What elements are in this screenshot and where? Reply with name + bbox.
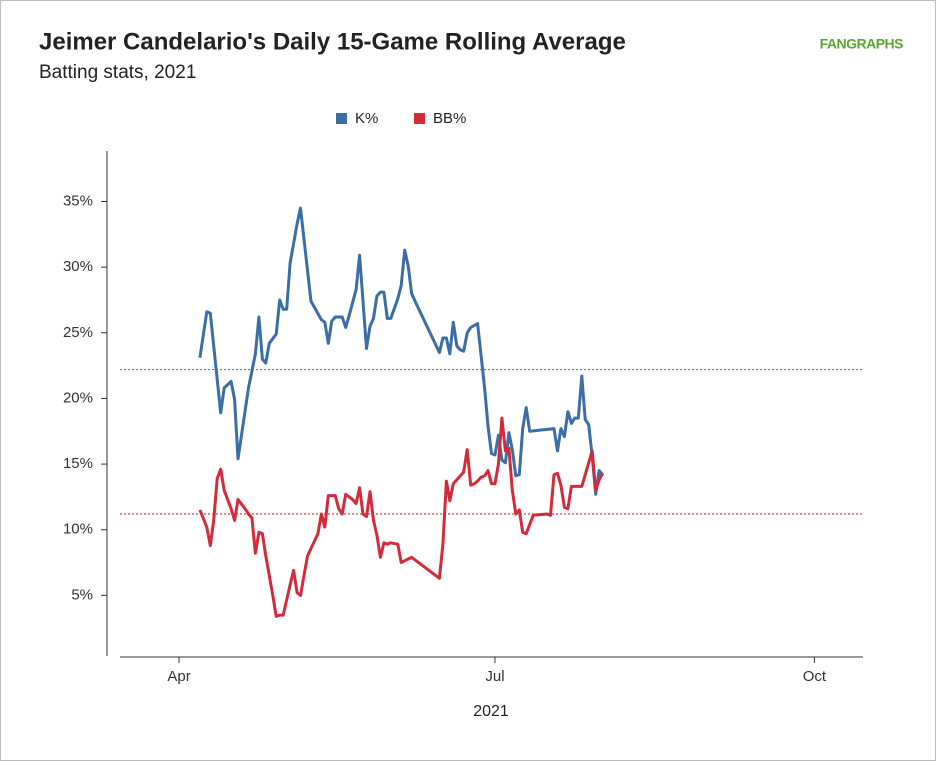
legend-swatch (414, 113, 425, 124)
y-tick-label: 35% (63, 192, 93, 209)
brand-logo: FANGRAPHS (820, 36, 904, 52)
legend-label: BB% (433, 110, 466, 127)
x-tick-label: Oct (803, 668, 827, 685)
y-tick-label: 10% (63, 521, 93, 538)
x-tick-label: Apr (167, 668, 190, 685)
legend-swatch (336, 113, 347, 124)
y-tick-label: 25% (63, 324, 93, 341)
series-line (198, 416, 604, 618)
series-line (198, 206, 604, 496)
chart-subtitle: Batting stats, 2021 (39, 62, 196, 83)
y-tick-label: 5% (71, 586, 93, 603)
legend-label: K% (355, 110, 378, 127)
x-axis-label: 2021 (473, 703, 509, 720)
x-tick-label: Jul (485, 668, 504, 685)
y-tick-label: 30% (63, 258, 93, 275)
y-tick-label: 15% (63, 455, 93, 472)
chart-title: Jeimer Candelario's Daily 15-Game Rollin… (39, 28, 626, 55)
y-tick-label: 20% (63, 389, 93, 406)
